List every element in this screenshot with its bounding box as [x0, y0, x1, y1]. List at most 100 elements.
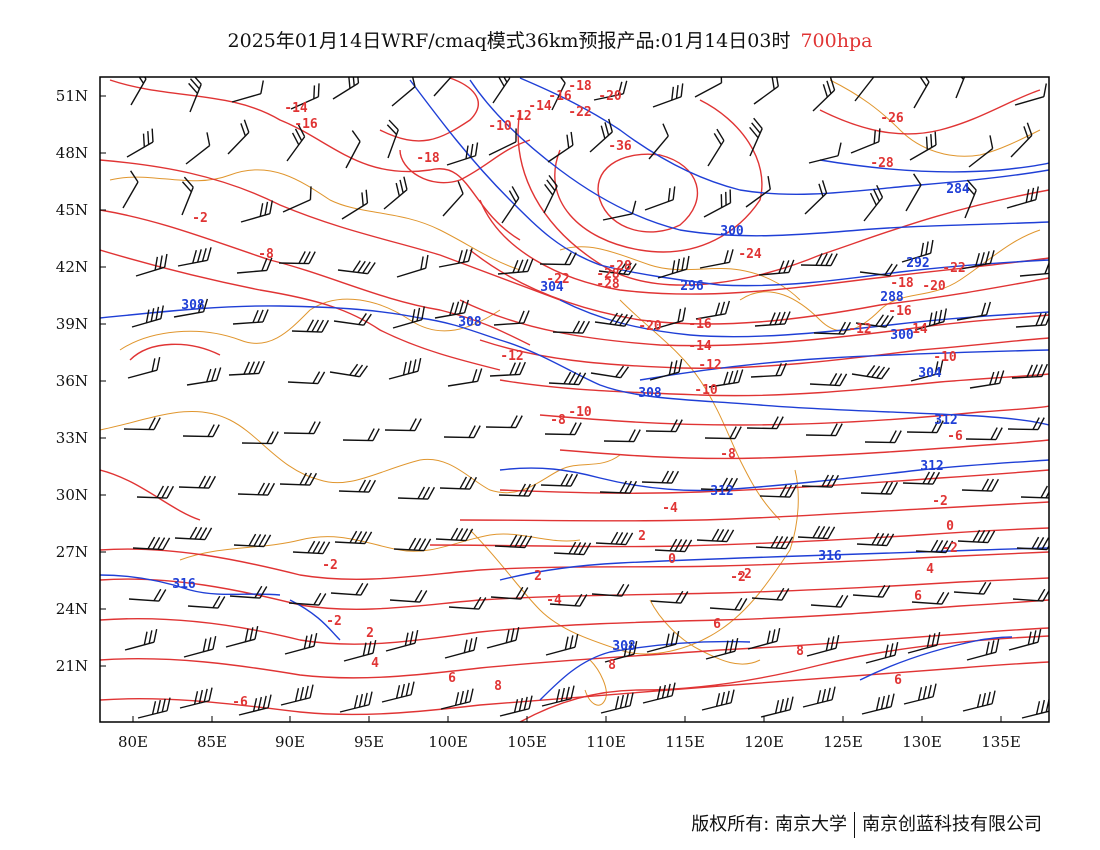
wind-barb: [590, 365, 630, 379]
temperature-contour-label: -2: [326, 614, 342, 629]
isotherm-line: [539, 405, 1049, 426]
wind-barb: [545, 633, 579, 656]
temperature-contour-label: -22: [942, 261, 965, 276]
wind-barb: [240, 200, 273, 223]
wind-barb: [135, 253, 168, 277]
wind-barb: [804, 180, 828, 215]
wind-barb: [124, 628, 158, 651]
isotherm-line: [100, 209, 531, 346]
temperature-contour-label: -8: [550, 413, 566, 428]
geopotential-contour-label: 308: [612, 639, 636, 654]
wind-barb: [132, 536, 171, 551]
wind-barb: [185, 132, 211, 165]
temperature-contour-label: -2: [942, 541, 958, 556]
temperature-contour-label: -14: [528, 99, 552, 114]
lon-tick-label: 90E: [275, 733, 305, 751]
wind-barb: [343, 639, 377, 662]
lon-tick-label: 85E: [197, 733, 227, 751]
wind-barb: [758, 259, 795, 276]
wind-barb: [391, 77, 416, 107]
wind-barb: [330, 582, 369, 596]
temperature-contour-label: -16: [888, 304, 912, 319]
wind-barb: [486, 626, 520, 649]
wind-barb: [288, 592, 327, 606]
temperature-contour-label: -14: [688, 339, 712, 354]
temperature-contour-label: -28: [596, 277, 620, 292]
wind-barb: [859, 263, 898, 277]
wind-barb: [602, 200, 637, 221]
temperature-contour-label: 6: [713, 617, 721, 632]
wind-barb: [123, 417, 161, 431]
isotherm-line: [459, 501, 1049, 522]
wind-barb: [544, 422, 582, 436]
wind-barb: [956, 301, 992, 321]
wind-barb: [751, 587, 790, 601]
wind-barb: [812, 77, 836, 112]
wind-barb: [808, 142, 842, 164]
wind-barb: [179, 687, 213, 709]
wind-barb: [598, 261, 637, 276]
wind-barb: [695, 300, 731, 320]
footer-divider: [854, 812, 855, 838]
geopotential-labels: 308 304 300 296 292 288 284 300 304 308 308 312 312 3…: [172, 182, 970, 654]
wind-barb: [392, 306, 425, 329]
wind-barb: [231, 80, 264, 103]
temperature-contour-label: -8: [258, 247, 274, 262]
wind-barb: [173, 298, 209, 318]
geopotential-contour-label: 312: [934, 413, 957, 428]
wind-barb: [333, 313, 372, 326]
temperature-contour-label: -6: [947, 429, 963, 444]
wind-barb: [389, 589, 428, 603]
wind-barb: [131, 305, 164, 328]
longitude-axis: 80E 85E 90E 95E 100E 105E 110E 115E 120E 125E 130E…: [118, 716, 1021, 751]
temperature-contour-label: -16: [294, 117, 318, 132]
wind-barb: [747, 627, 781, 650]
temperature-contour-label: -8: [720, 447, 736, 462]
wind-barb: [595, 531, 634, 546]
wind-barb: [488, 128, 517, 156]
wind-barb: [291, 319, 330, 333]
wind-barb: [396, 254, 429, 278]
wind-barb: [439, 476, 478, 490]
temperature-contour-label: -12: [500, 349, 523, 364]
wind-barb: [501, 186, 520, 224]
lon-tick-label: 135E: [981, 733, 1021, 751]
wind-barb: [865, 641, 899, 664]
wind-barb: [907, 631, 941, 654]
lon-tick-label: 120E: [744, 733, 784, 751]
wind-barb: [547, 131, 574, 163]
temperature-contour-label: 6: [914, 589, 922, 604]
wind-barb: [1006, 186, 1039, 209]
geopotential-contour-label: 304: [540, 280, 564, 295]
admin-boundaries: [100, 79, 1041, 706]
geopotential-contour-label: 312: [710, 484, 733, 499]
wind-barb: [444, 636, 478, 659]
pressure-level: 700hpa: [800, 30, 873, 52]
wind-barb: [385, 629, 419, 652]
wind-barb: [543, 174, 558, 214]
wind-barb: [652, 83, 684, 108]
temperature-contour-label: -18: [890, 276, 914, 291]
wind-barb: [649, 358, 683, 381]
wind-barb: [345, 130, 361, 169]
wind-barb: [338, 479, 377, 493]
wind-barb: [910, 359, 944, 382]
wind-barb: [604, 640, 638, 663]
wind-barb: [284, 632, 318, 655]
wind-barb: [238, 694, 272, 716]
wind-barb: [341, 189, 369, 220]
wind-barb: [440, 688, 474, 710]
wind-barb: [182, 424, 220, 438]
lat-tick-label: 42N: [56, 258, 88, 276]
wind-barb: [754, 311, 791, 327]
wind-barb: [644, 186, 676, 211]
wind-barb: [1010, 122, 1033, 158]
temperature-contour-label: 4: [371, 656, 379, 671]
wind-barb: [283, 421, 321, 435]
geopotential-contour-label: 292: [906, 256, 929, 271]
lat-tick-label: 21N: [56, 657, 88, 675]
wind-barb: [694, 77, 723, 98]
wind-barb: [448, 596, 487, 610]
temperature-contour-label: -12: [848, 322, 871, 337]
copyright-company: 南京创蓝科技有限公司: [862, 814, 1042, 835]
